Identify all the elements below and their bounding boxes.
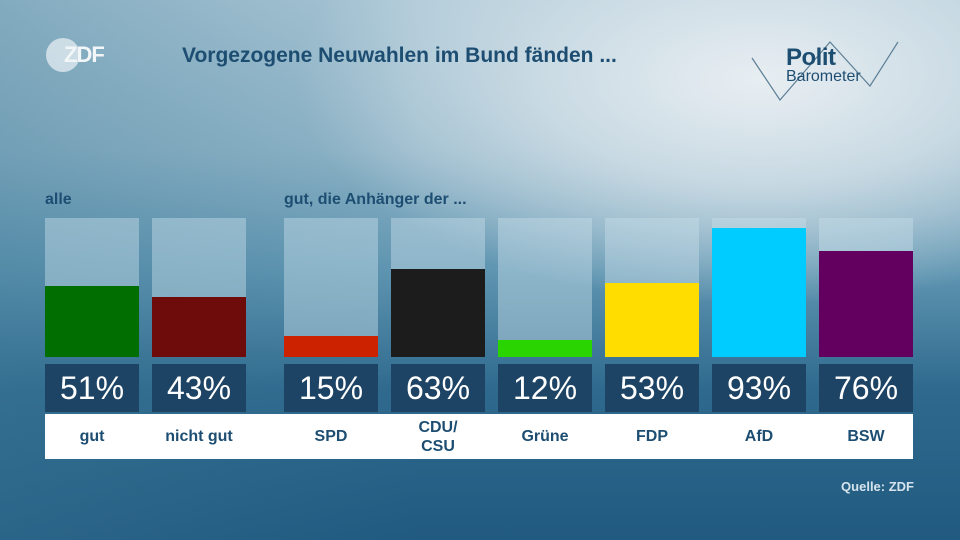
category-label: CDU/ CSU — [418, 418, 458, 455]
category-label: Grüne — [521, 428, 569, 445]
group-label-all: alle — [45, 191, 72, 208]
data-label: 53% — [605, 364, 699, 412]
data-label: 12% — [498, 364, 592, 412]
bar-track — [152, 218, 246, 357]
data-label: 63% — [391, 364, 485, 412]
data-label: 93% — [712, 364, 806, 412]
bar-track — [605, 218, 699, 357]
bar — [284, 336, 378, 357]
zdf-logo-text: ZDF — [64, 42, 105, 67]
politbarometer-logo-line2: Barometer — [786, 68, 861, 85]
category-label-strip — [45, 414, 913, 459]
category-label: FDP — [636, 428, 668, 445]
category-label: nicht gut — [165, 428, 233, 445]
bar — [605, 283, 699, 357]
bar — [712, 228, 806, 357]
bar — [498, 340, 592, 357]
bar — [152, 297, 246, 357]
bar-track — [284, 218, 378, 357]
politbarometer-logo: Polit Barometer — [750, 36, 910, 106]
bar — [391, 269, 485, 357]
bar-track — [45, 218, 139, 357]
source-note: Quelle: ZDF — [841, 479, 914, 494]
category-label: gut — [79, 428, 105, 445]
category-label: SPD — [314, 428, 348, 445]
data-label: 51% — [45, 364, 139, 412]
zdf-logo-circle — [46, 38, 80, 72]
bar-track — [712, 218, 806, 357]
chart-title: Vorgezogene Neuwahlen im Bund fänden ... — [182, 44, 617, 67]
category-label: BSW — [847, 428, 885, 445]
group-label-supporters: gut, die Anhänger der ... — [284, 191, 467, 208]
bar-track — [391, 218, 485, 357]
bar-track — [498, 218, 592, 357]
bar — [819, 251, 913, 357]
data-label: 43% — [152, 364, 246, 412]
bar — [45, 286, 139, 357]
politbarometer-logo-line1: Polit — [786, 44, 836, 71]
data-label: 76% — [819, 364, 913, 412]
zdf-logo: ZDF — [44, 38, 114, 74]
politbarometer-zigzag-icon — [751, 41, 899, 101]
data-label: 15% — [284, 364, 378, 412]
bar-track — [819, 218, 913, 357]
category-label: AfD — [744, 428, 774, 445]
